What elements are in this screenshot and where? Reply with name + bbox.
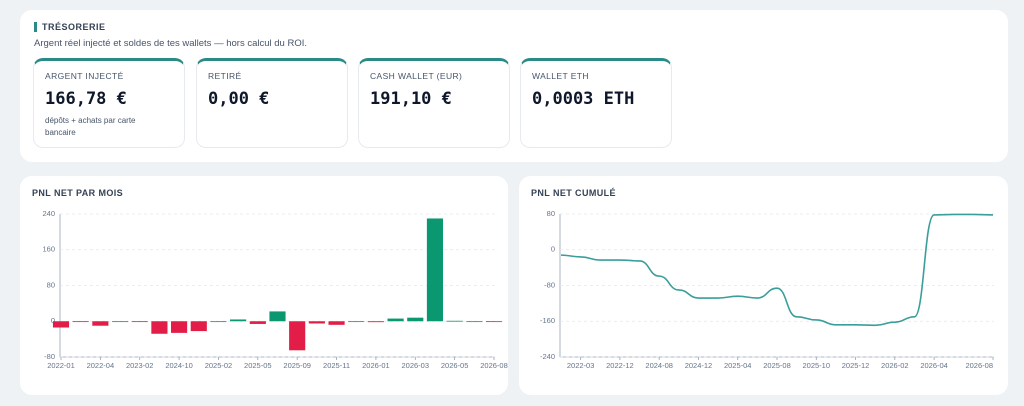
bar [387, 318, 404, 322]
chart: -80 0 80 160 240 2022-01 2022-04 2023-02 2024-10… [42, 209, 508, 370]
card-label: RETIRÉ [208, 71, 242, 81]
bar [131, 321, 148, 323]
chart: -240 -160 -80 0 80 2022-03 2022-12 2024-08 2024-… [540, 209, 994, 370]
bar [367, 321, 384, 323]
chart-panel: PNL NET PAR MOIS -80 0 80 160 240 2022-01 2022… [20, 176, 508, 395]
bar [171, 321, 188, 333]
x-tick-label: 2022-03 [567, 361, 595, 370]
bar [230, 319, 247, 322]
x-tick-label: 2026-05 [441, 361, 469, 370]
bar [289, 321, 306, 351]
y-tick-label: -240 [540, 352, 555, 361]
card: CASH WALLET (EUR) 191,10 € [358, 58, 510, 148]
bar [52, 321, 70, 328]
card: WALLET ETH 0,0003 ETH [520, 58, 672, 148]
x-tick-label: 2025-10 [803, 361, 831, 370]
x-tick-label: 2025-04 [724, 361, 752, 370]
bar [407, 317, 424, 322]
chart-panel: PNL NET CUMULÉ -240 -160 -80 0 80 2022-03 2022… [519, 176, 1008, 395]
x-tick-label: 2026-08 [965, 361, 993, 370]
y-tick-label: -80 [544, 280, 555, 289]
x-tick-label: 2026-01 [362, 361, 390, 370]
bar [269, 311, 286, 322]
y-tick-label: 80 [47, 280, 55, 289]
x-tick-label: 2024-12 [685, 361, 713, 370]
card-label: ARGENT INJECTÉ [45, 71, 124, 81]
y-tick-label: 0 [551, 245, 555, 254]
y-tick-label: -80 [44, 352, 55, 361]
x-tick-label: 2025-08 [763, 361, 791, 370]
section-title: TRÉSORERIE [34, 22, 106, 32]
x-tick-label: 2025-12 [842, 361, 870, 370]
x-tick-label: 2025-05 [244, 361, 272, 370]
bar [328, 321, 345, 325]
bar [249, 321, 266, 324]
card-value: 0,0003 ETH [532, 89, 635, 109]
card-value: 166,78 € [45, 89, 127, 109]
x-tick-label: 2025-02 [205, 361, 233, 370]
y-tick-label: 80 [547, 209, 555, 218]
card-note: dépôts + achats par carte bancaire [45, 116, 136, 137]
card: RETIRÉ 0,00 € [196, 58, 348, 148]
card-label: WALLET ETH [532, 71, 589, 81]
bar [308, 321, 325, 324]
x-tick-label: 2026-04 [920, 361, 948, 370]
bar [72, 321, 89, 323]
x-tick-label: 2022-01 [47, 361, 75, 370]
x-tick-label: 2022-04 [87, 361, 115, 370]
x-tick-label: 2024-08 [645, 361, 673, 370]
x-tick-label: 2026-03 [402, 361, 430, 370]
card-label: CASH WALLET (EUR) [370, 71, 463, 81]
bar [446, 320, 463, 322]
bar [92, 321, 109, 326]
x-tick-label: 2025-09 [283, 361, 311, 370]
bar [190, 321, 207, 332]
chart-title: PNL NET PAR MOIS [32, 188, 124, 198]
bar [466, 321, 483, 323]
treasury-panel: TRÉSORERIE Argent réel injecté et soldes… [20, 10, 1008, 162]
bar [485, 321, 503, 323]
card: ARGENT INJECTÉ 166,78 € dépôts + achats … [33, 58, 185, 148]
y-tick-label: -160 [540, 316, 555, 325]
chart-title: PNL NET CUMULÉ [531, 188, 616, 198]
bar [426, 218, 444, 322]
bar [111, 321, 129, 323]
x-tick-label: 2026-02 [881, 361, 909, 370]
x-tick-label: 2025-11 [323, 361, 350, 370]
line [560, 213, 994, 327]
card-value: 0,00 € [208, 89, 270, 109]
y-tick-label: 160 [42, 245, 55, 254]
x-tick-label: 2022-12 [606, 361, 634, 370]
x-tick-label: 2026-08 [480, 361, 508, 370]
bar [151, 321, 168, 334]
section-subtitle: Argent réel injecté et soldes de tes wal… [34, 38, 307, 49]
y-tick-label: 0 [51, 316, 55, 325]
y-tick-label: 240 [42, 209, 55, 218]
bar [348, 321, 365, 323]
card-value: 191,10 € [370, 89, 452, 109]
x-tick-label: 2023-02 [126, 361, 154, 370]
x-tick-label: 2024-10 [165, 361, 193, 370]
bar [210, 321, 227, 323]
